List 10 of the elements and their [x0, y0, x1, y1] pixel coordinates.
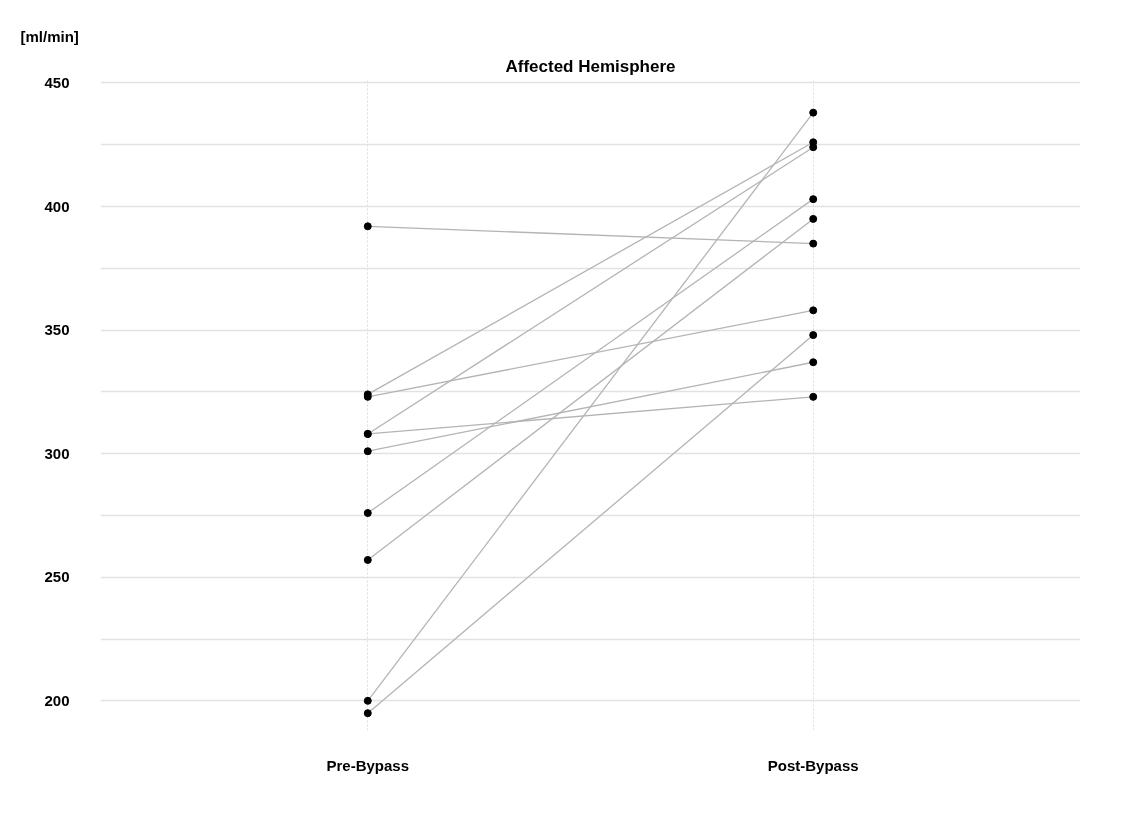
y-tick-label: 400: [44, 197, 70, 215]
x-tick-label: Post-Bypass: [767, 756, 859, 774]
y-tick-label: 250: [44, 568, 70, 586]
y-tick-label: 300: [44, 444, 70, 462]
y-tick-label: 200: [44, 691, 70, 709]
x-tick-label: Pre-Bypass: [326, 756, 410, 774]
y-tick-label: 450: [44, 73, 70, 91]
y-axis-title: [ml/min]: [20, 27, 79, 45]
y-tick-label: 350: [44, 321, 70, 339]
chart-title: Affected Hemisphere: [505, 56, 676, 76]
